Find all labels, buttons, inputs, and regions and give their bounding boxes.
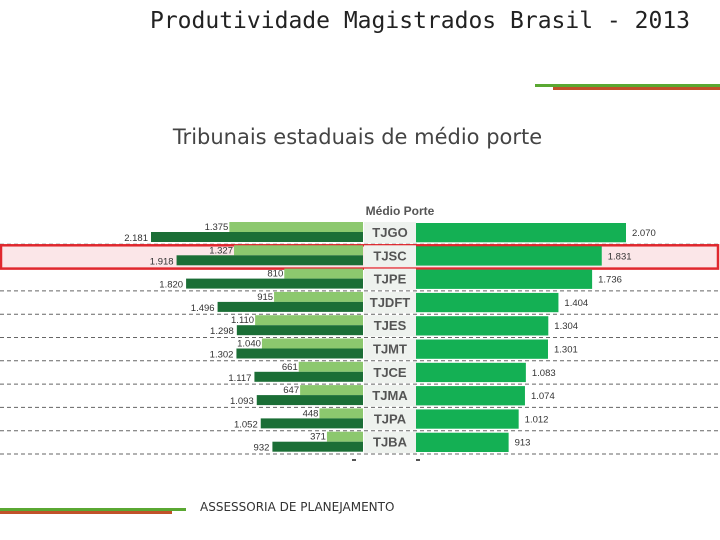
label-right: 1.831 bbox=[608, 251, 632, 262]
court-label-box bbox=[364, 245, 416, 267]
label-right: 913 bbox=[515, 438, 531, 449]
bar-left-dark bbox=[272, 441, 363, 452]
court-label: TJSC bbox=[373, 248, 407, 263]
label-left-dark: 1.918 bbox=[150, 256, 174, 267]
bar-left-dark bbox=[260, 418, 363, 429]
bar-right bbox=[416, 223, 626, 243]
label-left-light: 810 bbox=[267, 269, 283, 280]
label-left-light: 448 bbox=[303, 408, 319, 419]
label-left-light: 915 bbox=[257, 292, 273, 303]
bar-right bbox=[416, 362, 526, 383]
label-right: 1.304 bbox=[554, 321, 578, 332]
bar-left-light bbox=[300, 385, 363, 396]
top-orange-rule bbox=[553, 87, 720, 90]
court-label-box bbox=[364, 315, 416, 337]
label-left-light: 371 bbox=[310, 432, 326, 443]
bar-left-light bbox=[298, 361, 363, 372]
bar-right bbox=[416, 409, 519, 429]
court-label: TJMA bbox=[372, 388, 408, 403]
court-label-box bbox=[364, 385, 416, 407]
label-left-dark: 1.117 bbox=[228, 373, 251, 384]
bottom-orange-rule bbox=[0, 511, 172, 514]
bar-left-light bbox=[326, 431, 363, 442]
label-left-dark: 1.820 bbox=[159, 280, 183, 291]
label-left-light: 1.375 bbox=[205, 222, 229, 233]
label-left-light: 661 bbox=[282, 362, 298, 373]
bottom-green-rule bbox=[0, 508, 186, 511]
bar-left-light bbox=[234, 245, 363, 256]
bar-right bbox=[416, 246, 602, 266]
bar-right bbox=[416, 316, 549, 336]
top-green-rule bbox=[535, 84, 720, 87]
bar-left-light bbox=[274, 291, 363, 302]
court-label: TJBA bbox=[373, 435, 408, 450]
label-left-dark: 932 bbox=[254, 443, 270, 454]
label-right: 2.070 bbox=[632, 228, 656, 239]
bar-right bbox=[416, 386, 525, 406]
court-label: TJDFT bbox=[370, 295, 411, 310]
court-label-box bbox=[364, 268, 416, 290]
bar-right bbox=[416, 339, 548, 359]
label-left-light: 1.040 bbox=[237, 339, 261, 350]
court-label: TJGO bbox=[372, 225, 407, 240]
label-left-dark: 1.298 bbox=[210, 326, 234, 337]
bar-left-dark bbox=[217, 301, 363, 312]
court-label-box bbox=[364, 338, 416, 360]
bar-left-dark bbox=[176, 255, 363, 266]
bar-left-light bbox=[261, 338, 363, 349]
court-label: TJCE bbox=[373, 365, 407, 380]
label-right: 1.404 bbox=[564, 298, 588, 309]
bar-left-dark bbox=[151, 232, 363, 242]
court-label-box bbox=[364, 361, 416, 384]
bar-right bbox=[416, 292, 559, 313]
court-label: TJPE bbox=[374, 272, 407, 287]
label-left-dark: 1.052 bbox=[234, 419, 258, 430]
footer-text: ASSESSORIA DE PLANEJAMENTO bbox=[200, 500, 395, 514]
bar-left-dark bbox=[256, 395, 363, 406]
label-left-dark: 1.093 bbox=[230, 396, 254, 407]
label-right: 1.736 bbox=[598, 275, 622, 286]
bar-left-dark bbox=[254, 371, 363, 382]
bar-left-light bbox=[255, 315, 363, 326]
bar-left-dark bbox=[236, 348, 363, 359]
label-left-dark: 1.302 bbox=[210, 350, 234, 361]
bar-left-light bbox=[284, 268, 363, 279]
label-right: 1.083 bbox=[532, 368, 556, 379]
bar-left-dark bbox=[236, 325, 363, 336]
court-label-box bbox=[364, 291, 416, 314]
label-right: 1.301 bbox=[554, 345, 578, 356]
court-label-box bbox=[364, 408, 416, 430]
chart-title: Médio Porte bbox=[366, 204, 435, 218]
label-left-dark: 1.496 bbox=[191, 303, 215, 314]
court-label: TJPA bbox=[374, 411, 407, 426]
bar-right bbox=[416, 432, 509, 452]
label-left-light: 1.110 bbox=[231, 315, 254, 326]
label-right: 1.074 bbox=[531, 391, 555, 402]
label-left-light: 1.327 bbox=[209, 245, 233, 256]
court-label: TJMT bbox=[373, 342, 407, 357]
page-subtitle: Tribunais estaduais de médio porte bbox=[172, 125, 543, 149]
bar-left-light bbox=[229, 222, 363, 232]
court-label-box bbox=[364, 222, 416, 244]
court-label: TJES bbox=[374, 318, 407, 333]
bar-right bbox=[416, 269, 593, 289]
label-left-light: 647 bbox=[283, 385, 299, 396]
label-right: 1.012 bbox=[525, 414, 549, 425]
label-left-dark: 2.181 bbox=[124, 233, 148, 244]
bar-left-light bbox=[319, 408, 363, 419]
bar-left-dark bbox=[186, 278, 363, 289]
productivity-chart: Médio Porte 1.375 2.181 TJGO 2.070 1.327 1.91… bbox=[0, 204, 720, 461]
court-label-box bbox=[364, 431, 416, 453]
page-title: Produtividade Magistrados Brasil - 2013 bbox=[149, 8, 691, 34]
